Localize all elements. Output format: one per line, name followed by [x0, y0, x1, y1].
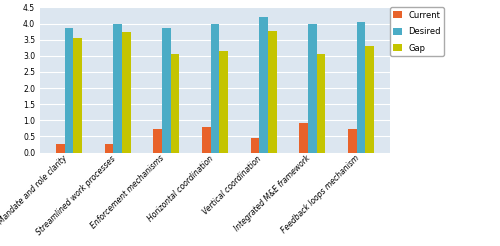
Bar — [170, 53, 179, 153]
Bar — [299, 123, 308, 153]
Bar — [308, 24, 316, 153]
Bar — [74, 38, 82, 153]
Bar — [153, 129, 162, 153]
Bar — [268, 31, 277, 153]
Bar — [104, 144, 114, 153]
Bar — [260, 17, 268, 153]
Bar — [64, 28, 74, 153]
Bar — [114, 24, 122, 153]
Bar — [210, 24, 220, 153]
Bar — [56, 144, 64, 153]
Bar — [250, 138, 260, 153]
Bar — [366, 46, 374, 153]
Legend: Current, Desired, Gap: Current, Desired, Gap — [390, 7, 444, 56]
Bar — [162, 28, 170, 153]
Bar — [356, 22, 366, 153]
Bar — [348, 129, 356, 153]
Bar — [202, 127, 210, 153]
Bar — [220, 51, 228, 153]
Bar — [122, 31, 131, 153]
Bar — [316, 54, 326, 153]
